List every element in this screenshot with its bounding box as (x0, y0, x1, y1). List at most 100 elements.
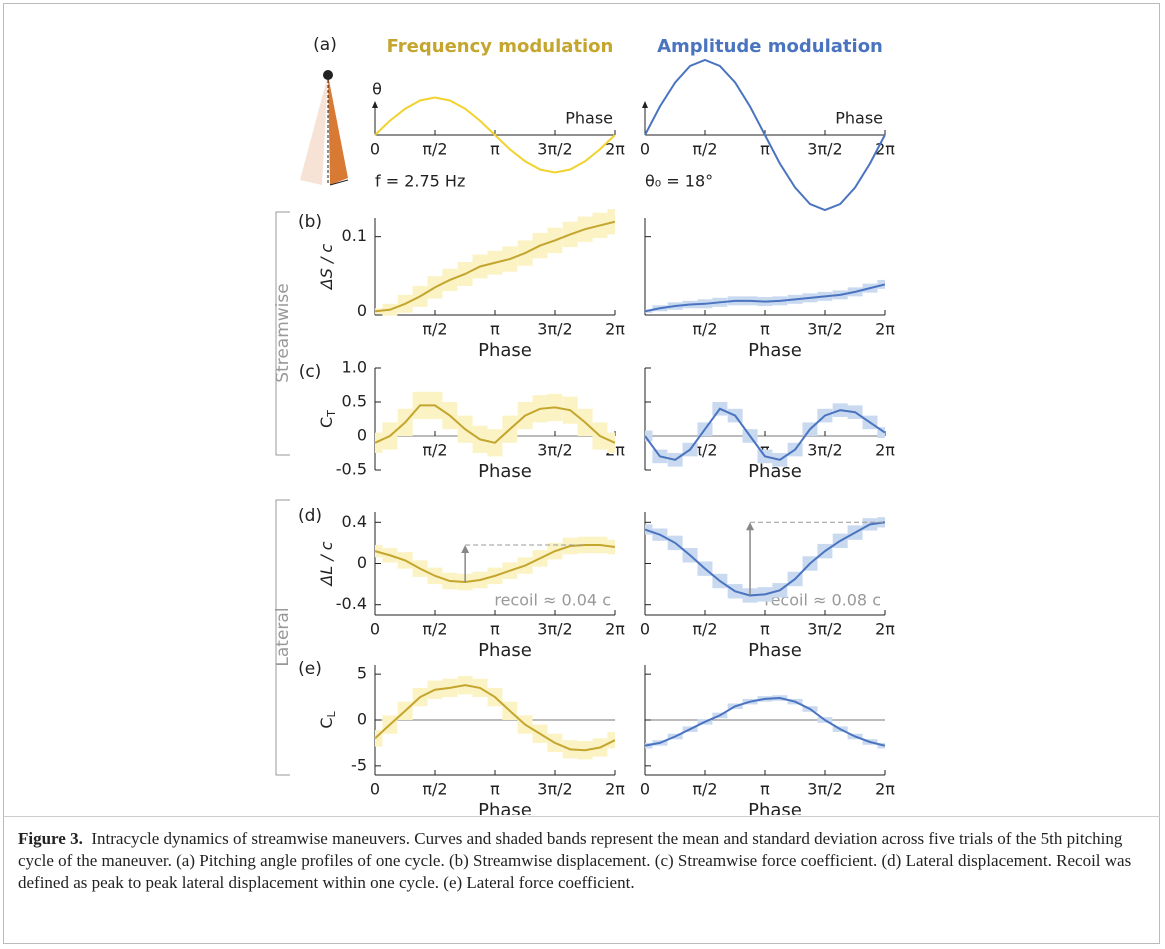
x-tick-label: 0 (640, 140, 650, 159)
x-tick-label: π (490, 140, 500, 159)
x-tick-label: π (760, 320, 770, 339)
x-tick-label: 3π/2 (807, 140, 842, 159)
separator (3, 816, 1160, 817)
x-tick-label: 0 (370, 140, 380, 159)
x-tick-label: 0 (640, 780, 650, 799)
y-axis-label: ΔL / c (317, 541, 336, 587)
y-axis-label-sub: L (325, 710, 338, 717)
y-tick-label: 0.1 (342, 226, 367, 245)
x-tick-label: π/2 (422, 320, 447, 339)
x-tick-label: π/2 (692, 441, 717, 460)
panel-label: (a) (313, 35, 337, 55)
annotation: θ₀ = 18° (645, 172, 713, 191)
x-tick-label: π/2 (692, 320, 717, 339)
y-tick-label: 0 (357, 426, 367, 445)
caption-text: Intracycle dynamics of streamwise maneuv… (18, 829, 1132, 892)
x-tick-label: 0 (370, 780, 380, 799)
std-band (375, 432, 383, 453)
x-axis-label: Phase (565, 109, 613, 128)
series-line (644, 58, 886, 212)
x-tick-label: 2π (605, 620, 625, 639)
y-tick-label: 0.4 (342, 512, 367, 531)
x-tick-label: π (490, 320, 500, 339)
x-tick-label: π/2 (422, 441, 447, 460)
chart-title: Amplitude modulation (657, 36, 883, 57)
std-band (607, 731, 615, 749)
y-tick-label: 0 (357, 553, 367, 572)
x-axis-label: Phase (478, 340, 532, 361)
x-tick-label: 2π (875, 620, 895, 639)
x-tick-label: 3π/2 (537, 780, 572, 799)
x-tick-label: 3π/2 (537, 620, 572, 639)
x-tick-label: π (490, 620, 500, 639)
x-tick-label: 2π (605, 780, 625, 799)
annotation: recoil ≈ 0.04 c (494, 591, 611, 610)
std-band (877, 427, 885, 439)
y-tick-label: 0.5 (342, 392, 367, 411)
x-axis-label: Phase (835, 109, 883, 128)
series-line (374, 684, 616, 752)
panel-label: (e) (298, 659, 322, 679)
x-axis-label: Phase (478, 640, 532, 661)
recoil-arrowhead (461, 544, 470, 553)
y-axis-label-main: ΔS / c (317, 244, 336, 292)
y-axis-label-main: C (317, 717, 336, 728)
recoil-arrowhead (746, 522, 755, 531)
x-axis-label: Phase (748, 340, 802, 361)
x-tick-label: π/2 (692, 780, 717, 799)
x-tick-label: π/2 (692, 620, 717, 639)
series-line (644, 521, 886, 597)
series-line (374, 404, 616, 444)
x-tick-label: π (760, 780, 770, 799)
x-tick-label: π/2 (422, 780, 447, 799)
x-axis-label: Phase (748, 800, 802, 815)
x-tick-label: 3π/2 (537, 320, 572, 339)
y-axis-label-sub: T (325, 410, 338, 418)
x-tick-label: π (760, 140, 770, 159)
series-line (644, 283, 886, 313)
x-axis-label: Phase (478, 800, 532, 815)
annotation: f = 2.75 Hz (375, 172, 465, 191)
y-axis-label: ΔS / c (317, 244, 336, 292)
annotation: recoil ≈ 0.08 c (764, 591, 881, 610)
panel-label: (c) (299, 362, 322, 382)
y-tick-label: 1.0 (342, 358, 367, 377)
y-axis-label: CL (317, 710, 339, 728)
x-tick-label: 2π (875, 320, 895, 339)
x-tick-label: π/2 (422, 620, 447, 639)
caption: Figure 3. Intracycle dynamics of streamw… (18, 828, 1143, 894)
x-tick-label: π/2 (692, 140, 717, 159)
group-label: Streamwise (273, 283, 293, 382)
figure-frame (3, 3, 1160, 944)
group-label: Lateral (273, 607, 293, 666)
y-tick-label: -0.5 (336, 460, 367, 479)
panel-label: (b) (298, 212, 322, 232)
x-tick-label: π (760, 620, 770, 639)
x-tick-label: 3π/2 (537, 441, 572, 460)
x-tick-label: 0 (640, 620, 650, 639)
x-axis-label: Phase (748, 461, 802, 482)
y-tick-label: 0 (357, 301, 367, 320)
std-band (607, 432, 615, 453)
x-tick-label: 3π/2 (537, 140, 572, 159)
series-line (644, 407, 886, 461)
series-line (374, 96, 616, 174)
y-axis-label-main: C (317, 417, 336, 428)
std-band (375, 730, 383, 747)
y-tick-label: 5 (357, 664, 367, 683)
y-axis-label: θ (372, 80, 382, 99)
figure: Streamwise Lateral 0 π/2 π 3π/2 2π Phase θ (a) F… (273, 35, 895, 815)
x-tick-label: 3π/2 (807, 320, 842, 339)
panel-label: (d) (298, 506, 322, 526)
x-tick-label: 0 (370, 620, 380, 639)
group-brackets (275, 211, 290, 776)
x-axis-label: Phase (748, 640, 802, 661)
series-line (374, 220, 616, 313)
y-axis-label-main: ΔL / c (317, 541, 336, 587)
x-tick-label: π (490, 780, 500, 799)
std-band (645, 430, 653, 442)
y-tick-label: 0 (357, 710, 367, 729)
x-tick-label: π/2 (422, 140, 447, 159)
series-line (374, 543, 616, 584)
